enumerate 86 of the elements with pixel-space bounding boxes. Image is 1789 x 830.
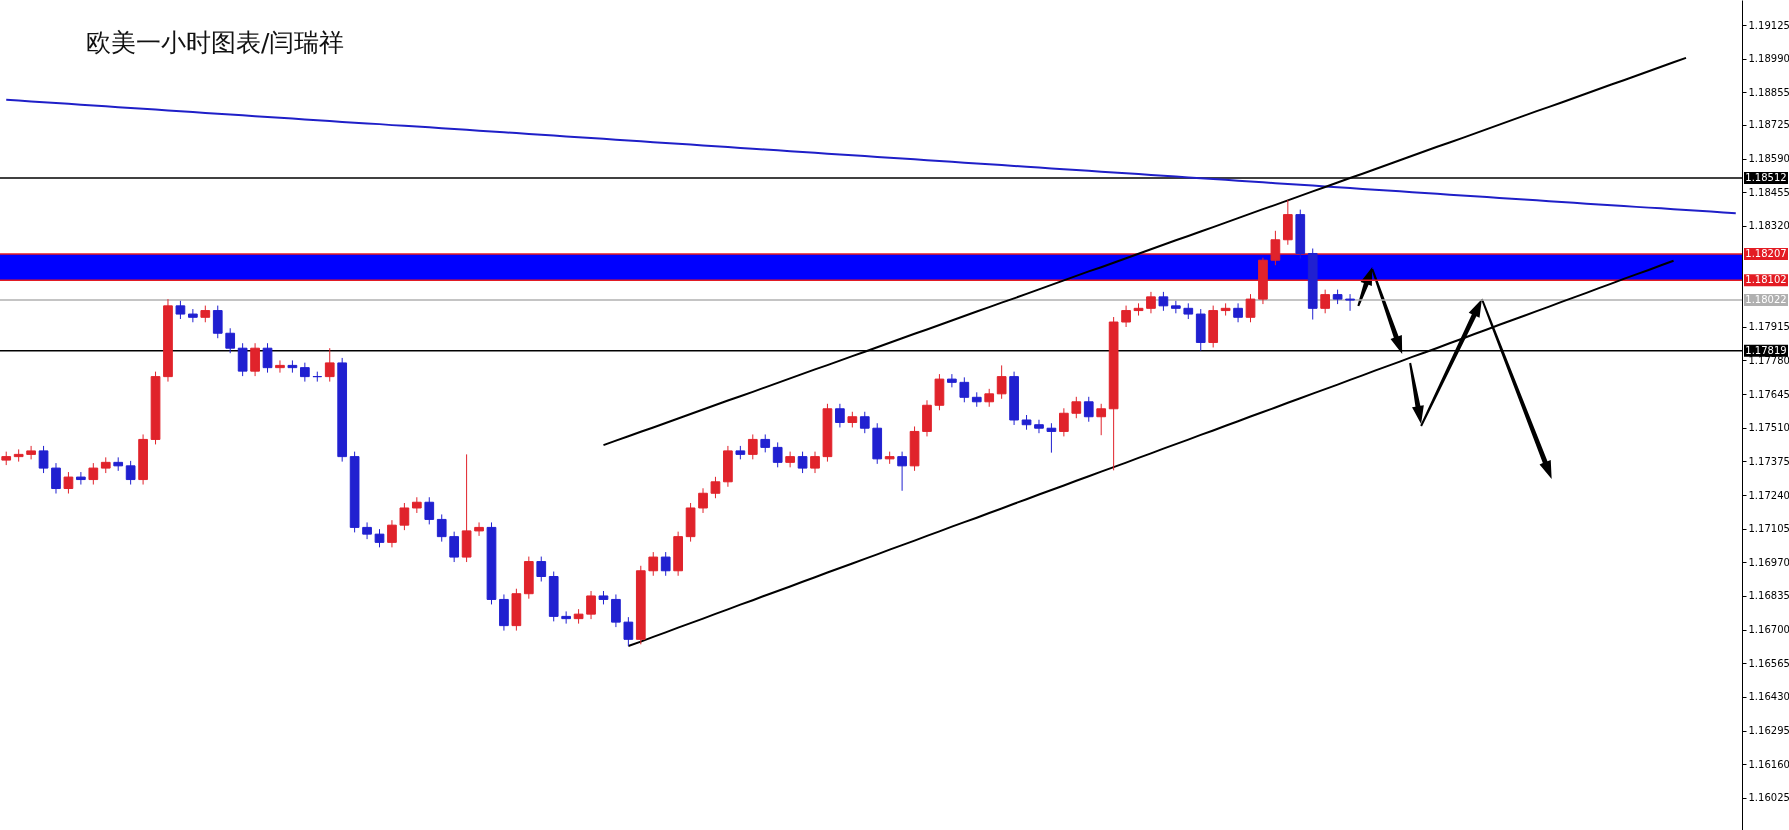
y-tick-label: 1.16700 <box>1748 624 1789 636</box>
ref-line-label: 1.18102 <box>1745 274 1787 286</box>
ref-line-label: 1.17819 <box>1745 344 1787 356</box>
candlestick <box>1146 291 1156 314</box>
candlestick <box>747 433 758 460</box>
candlestick <box>250 342 260 377</box>
candlestick <box>63 471 74 495</box>
y-tick-label: 1.18855 <box>1748 86 1789 98</box>
candlestick <box>797 451 808 474</box>
candlestick <box>698 487 708 514</box>
candlestick <box>436 513 447 543</box>
candlestick <box>51 462 61 495</box>
candlestick <box>772 441 783 468</box>
candlestick <box>300 362 310 383</box>
candlestick <box>324 347 335 383</box>
candlestick <box>648 551 659 577</box>
candlestick <box>1046 422 1057 454</box>
candlestick <box>38 445 49 474</box>
candlestick <box>1083 396 1094 423</box>
candlestick <box>26 445 36 460</box>
candlestick <box>125 460 136 486</box>
candlestick <box>710 476 721 499</box>
line-series <box>5 98 1737 215</box>
text: 欧美一小时图表/闫瑞祥 <box>86 28 345 57</box>
ref-line-label: 1.18022 <box>1745 294 1787 306</box>
candlestick <box>1096 403 1107 436</box>
candlestick <box>810 451 820 474</box>
candlestick <box>996 364 1007 400</box>
y-tick-label: 1.18590 <box>1748 153 1789 165</box>
y-tick-label: 1.16565 <box>1748 657 1789 669</box>
candlestick <box>262 342 273 374</box>
candlestick <box>399 502 410 531</box>
candlestick <box>424 496 435 525</box>
candlestick <box>660 551 671 577</box>
y-tick-label: 1.18725 <box>1748 119 1789 131</box>
y-tick-label: 1.18455 <box>1748 186 1789 198</box>
candlestick <box>275 359 285 374</box>
candlestick <box>88 462 99 486</box>
candlestick <box>387 519 397 548</box>
y-tick-label: 1.17240 <box>1748 489 1789 501</box>
y-tick-label: 1.18320 <box>1748 220 1789 232</box>
ref-line-label: 1.18512 <box>1745 171 1787 183</box>
candlestick <box>947 373 957 388</box>
candlestick <box>1233 302 1243 323</box>
y-tick-label: 1.17645 <box>1748 388 1789 400</box>
candlestick <box>1245 293 1256 323</box>
y-tick-label: 1.16160 <box>1748 758 1789 770</box>
candlestick <box>1345 293 1355 312</box>
y-tick-label: 1.17105 <box>1748 523 1789 535</box>
y-tick-label: 1.16835 <box>1748 590 1789 602</box>
candlestick <box>237 342 248 377</box>
candlestick <box>449 531 460 563</box>
candlestick <box>623 616 634 647</box>
y-tick-label: 1.16025 <box>1748 792 1789 804</box>
y-tick-label: 1.17780 <box>1748 354 1789 366</box>
candlestick <box>897 451 907 492</box>
y-tick-label: 1.16430 <box>1748 691 1789 703</box>
candlestick <box>474 521 484 537</box>
candlestick <box>1121 305 1131 328</box>
candlestick <box>859 411 870 434</box>
y-tick-label: 1.19125 <box>1748 19 1789 31</box>
y-tick-label: 1.17915 <box>1748 321 1789 333</box>
candlestick <box>1059 407 1069 437</box>
candlestick <box>362 521 372 540</box>
candlestick <box>76 471 86 486</box>
y-tick-label: 1.18990 <box>1748 53 1789 65</box>
candlestick <box>536 556 547 582</box>
candlestick <box>374 528 385 548</box>
candlestick <box>175 300 186 320</box>
candlestick <box>611 593 621 628</box>
y-tick-label: 1.16970 <box>1748 556 1789 568</box>
candlestick <box>959 376 970 403</box>
candlestick <box>212 305 223 339</box>
candlestick <box>1320 289 1331 314</box>
candlestick <box>1071 396 1082 419</box>
candlestick <box>1158 291 1169 312</box>
candlestick <box>1034 419 1044 434</box>
y-tick-label: 1.17510 <box>1748 422 1789 434</box>
y-tick-label: 1.17375 <box>1748 455 1789 467</box>
candlestick <box>835 403 845 428</box>
candlestick <box>785 451 795 468</box>
candlestick <box>586 590 596 620</box>
ref-line-label: 1.18207 <box>1745 247 1787 259</box>
candlestick <box>225 327 236 354</box>
y-tick-label: 1.16295 <box>1748 725 1789 737</box>
candlestick <box>188 308 198 323</box>
